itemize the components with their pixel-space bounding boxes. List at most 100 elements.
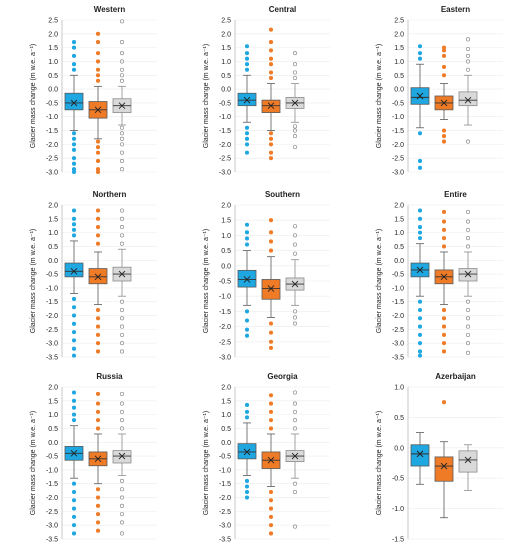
mean-marker [440, 462, 448, 470]
y-tick-label: 0.5 [48, 73, 58, 80]
y-tick-label: 2.0 [394, 31, 404, 38]
outlier-point [292, 390, 298, 395]
y-tick-label: -1.0 [392, 285, 404, 292]
y-tick-label: 0.5 [394, 244, 404, 251]
outlier-point [292, 124, 298, 129]
outlier-point [244, 242, 250, 247]
outlier-point [244, 131, 250, 136]
outlier-point [244, 62, 250, 67]
y-tick-label: -1.5 [46, 299, 58, 306]
mean-marker [243, 276, 251, 283]
outlier-point [465, 46, 471, 52]
outlier-point [465, 53, 471, 58]
y-tick-label: -1.5 [392, 299, 404, 306]
y-tick-label: 1.0 [48, 412, 58, 419]
outlier-point [292, 51, 298, 56]
outlier-point [465, 219, 471, 224]
y-axis-label: Glacier mass change (m w.e. a⁻¹) [376, 411, 383, 515]
outlier-point [71, 321, 77, 326]
outlier-point [417, 332, 423, 337]
outlier-point [71, 156, 77, 161]
outlier-point [119, 478, 125, 484]
outlier-point [268, 489, 274, 495]
y-tick-label: 0.5 [394, 73, 404, 80]
y-tick-label: -2.0 [219, 142, 231, 149]
outlier-point [119, 216, 125, 221]
outlier-point [268, 531, 274, 536]
outlier-point [95, 59, 101, 64]
y-tick-label: 1.0 [48, 59, 58, 66]
box [64, 92, 84, 111]
outlier-point [95, 241, 101, 246]
outlier-point [441, 134, 447, 139]
outlier-point [417, 225, 423, 230]
outlier-point [95, 391, 101, 396]
outlier-point [417, 316, 423, 321]
outlier-point [71, 67, 77, 72]
outlier-point [268, 339, 274, 344]
outlier-point [417, 208, 423, 213]
y-tick-label: -2.0 [219, 324, 231, 331]
outlier-point [465, 227, 471, 232]
y-tick-label: -2.0 [392, 313, 404, 320]
outlier-point [244, 230, 250, 235]
outlier-point [71, 161, 77, 166]
y-tick-label: 1.0 [394, 59, 404, 66]
y-tick-label: 0.0 [221, 87, 231, 94]
outlier-point [95, 495, 101, 500]
outlier-point [292, 418, 298, 423]
outlier-point [95, 145, 101, 150]
outlier-point [465, 341, 471, 346]
panel-russia: Russia Glacier mass change (m w.e. a⁻¹) 2.… [30, 372, 157, 544]
outlier-point [268, 506, 274, 511]
y-tick-label: -1.5 [219, 309, 231, 316]
outlier-point [119, 158, 125, 163]
y-axis-label: Glacier mass change (m w.e. a⁻¹) [376, 229, 383, 333]
y-tick-label: 0.0 [394, 87, 404, 94]
outlier-point [244, 318, 250, 323]
outlier-point [95, 233, 101, 238]
box [237, 92, 257, 107]
outlier-point [441, 209, 447, 214]
outlier-point [244, 415, 250, 420]
mean-marker [464, 96, 472, 104]
outlier-point [71, 131, 77, 136]
outlier-point [244, 150, 250, 155]
outlier-point [95, 409, 101, 414]
outlier-point [119, 40, 125, 45]
y-axis-label: Glacier mass change (m w.e. a⁻¹) [30, 411, 37, 515]
outlier-point [268, 393, 274, 398]
y-axis-label: Glacier mass change (m w.e. a⁻¹) [203, 411, 210, 515]
outlier-point [292, 409, 298, 414]
y-tick-label: -1.0 [219, 294, 231, 301]
outlier-point [119, 531, 125, 536]
y-tick-label: 1.5 [221, 398, 231, 405]
box [112, 450, 132, 464]
y-tick-label: 2.0 [48, 385, 58, 392]
outlier-point [417, 56, 423, 61]
outlier-point [95, 324, 101, 329]
outlier-point [417, 230, 423, 235]
box [88, 268, 108, 285]
outlier-point [71, 418, 77, 423]
outlier-point [119, 401, 125, 406]
panel-eastern: Eastern Glacier mass change (m w.e. a⁻¹) 2… [376, 5, 503, 177]
outlier-point [417, 216, 423, 221]
outlier-point [71, 53, 77, 58]
outlier-point [119, 67, 125, 72]
y-tick-label: 0.5 [221, 248, 231, 255]
outlier-point [119, 418, 125, 423]
outlier-point [119, 316, 125, 321]
outlier-point [119, 495, 125, 500]
outlier-point [292, 426, 298, 431]
outlier-point [95, 316, 101, 321]
outlier-point [244, 56, 250, 61]
y-axis-label: Glacier mass change (m w.e. a⁻¹) [376, 44, 383, 148]
outlier-point [119, 349, 125, 354]
outlier-point [441, 349, 447, 354]
box [458, 91, 478, 107]
outlier-point [244, 484, 250, 489]
outlier-point [292, 251, 298, 256]
outlier-point [268, 131, 274, 136]
mean-marker [416, 450, 424, 458]
